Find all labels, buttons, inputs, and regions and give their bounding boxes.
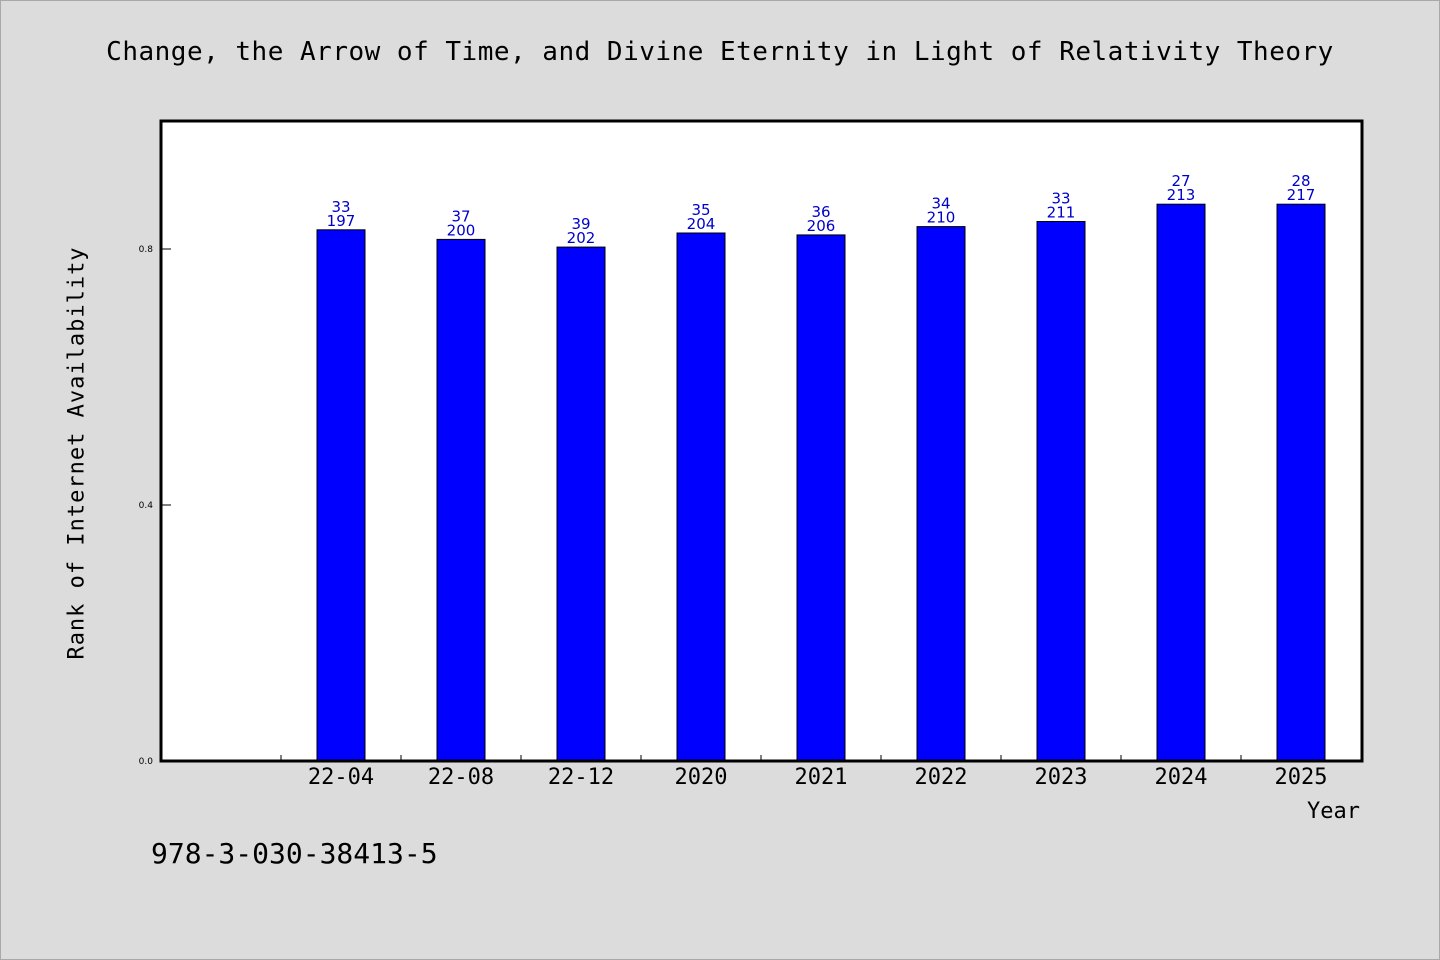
data-label-bottom: 211 xyxy=(1047,203,1076,221)
data-label-top: 34 xyxy=(931,195,950,213)
x-axis-label: Year xyxy=(1307,799,1360,824)
data-label-top: 28 xyxy=(1291,172,1310,190)
data-label-bottom: 210 xyxy=(927,209,956,227)
x-tick-label: 2025 xyxy=(1275,765,1328,790)
x-tick-label: 22-12 xyxy=(548,765,614,790)
x-tick-label: 2020 xyxy=(675,765,728,790)
x-tick-label: 22-04 xyxy=(308,765,374,790)
data-label-top: 39 xyxy=(571,215,590,233)
bar-2023 xyxy=(1036,220,1086,762)
data-label-top: 36 xyxy=(811,203,830,221)
x-tick-label: 2024 xyxy=(1155,765,1208,790)
data-label-bottom: 204 xyxy=(687,215,716,233)
x-tick-label: 2021 xyxy=(795,765,848,790)
bar-2025 xyxy=(1276,203,1326,762)
x-tick-label: 2022 xyxy=(915,765,968,790)
y-tick-label: 0.8 xyxy=(139,245,154,255)
data-label-bottom: 197 xyxy=(327,212,356,230)
data-label-top: 37 xyxy=(451,207,470,225)
plot-frame xyxy=(159,119,1364,763)
bar-2024 xyxy=(1156,203,1206,762)
data-label-bottom: 217 xyxy=(1287,186,1316,204)
y-tick-label: 0.4 xyxy=(139,501,154,511)
data-label-top: 27 xyxy=(1171,172,1190,190)
data-label-top: 33 xyxy=(331,198,350,216)
x-tick-label: 2023 xyxy=(1035,765,1088,790)
bar-2022 xyxy=(916,226,966,762)
bar-2021 xyxy=(796,234,846,762)
data-label-top: 33 xyxy=(1051,189,1070,207)
x-tick-label: 22-08 xyxy=(428,765,494,790)
bar-22-04 xyxy=(316,229,366,762)
bar-2020 xyxy=(676,232,726,762)
bar-22-12 xyxy=(556,246,606,762)
data-label-top: 35 xyxy=(691,201,710,219)
chart-title: Change, the Arrow of Time, and Divine Et… xyxy=(106,37,1334,67)
data-label-bottom: 200 xyxy=(447,221,476,239)
bar-22-08 xyxy=(436,238,486,762)
data-label-bottom: 202 xyxy=(567,229,596,247)
y-tick-label: 0.0 xyxy=(139,757,154,767)
data-label-bottom: 206 xyxy=(807,217,836,235)
plot-layer: 0.00.40.81973322-042003722-082023922-122… xyxy=(139,119,1364,824)
isbn-text: 978-3-030-38413-5 xyxy=(151,837,438,870)
data-label-bottom: 213 xyxy=(1167,186,1196,204)
